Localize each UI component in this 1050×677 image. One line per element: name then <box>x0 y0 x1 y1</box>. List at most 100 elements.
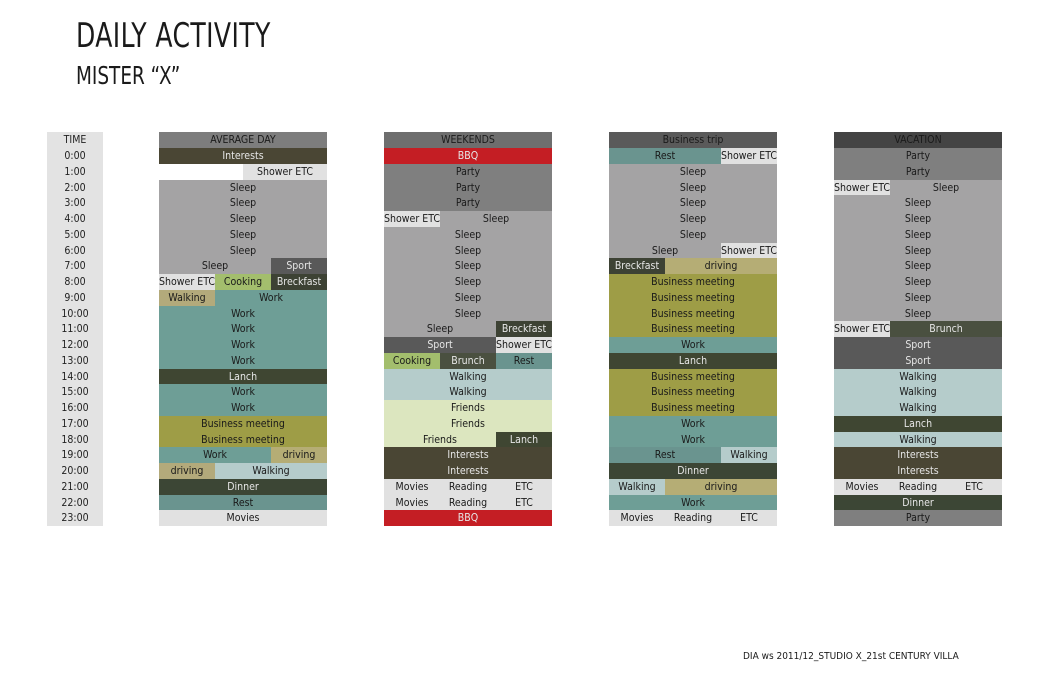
activity-cell: Walking <box>834 368 1002 385</box>
activity-cell: Sport <box>834 352 1002 369</box>
activity-cell: Interests <box>384 463 552 479</box>
activity-cell: Sleep <box>159 242 327 259</box>
activity-cell: Cooking <box>215 274 271 290</box>
time-label: 1:00 <box>64 165 86 178</box>
activity-cell: Sport <box>384 337 496 353</box>
activity-cell: Business meeting <box>609 384 777 401</box>
activity-cell: Sleep <box>384 242 552 259</box>
activity-cell: Shower ETC <box>834 321 890 338</box>
activity-cell: Walking <box>159 289 215 306</box>
activity-cell: Breckfast <box>496 321 552 338</box>
activity-cell: Rest <box>609 148 721 164</box>
activity-cell: Sleep <box>159 226 327 243</box>
activity-cell: driving <box>159 463 215 479</box>
time-column <box>47 132 103 526</box>
activity-cell: Movies <box>159 510 327 527</box>
time-label: 4:00 <box>64 213 86 225</box>
activity-cell: Sleep <box>834 195 1002 212</box>
activity-cell: BBQ <box>384 148 552 164</box>
activity-cell: Walking <box>834 384 1002 401</box>
footer-credit: DIA ws 2011/12_STUDIO X_21st CENTURY VIL… <box>743 651 959 662</box>
activity-cell: Sport <box>834 337 1002 353</box>
activity-cell: Sleep <box>384 226 552 243</box>
time-header: TIME <box>63 134 87 146</box>
activity-cell: Sleep <box>834 258 1002 275</box>
activity-cell: Sleep <box>159 211 327 227</box>
time-label: 6:00 <box>64 244 86 257</box>
activity-cell: Dinner <box>834 494 1002 511</box>
activity-cell: Rest <box>609 447 721 464</box>
activity-cell: Party <box>834 163 1002 180</box>
activity-cell: Reading <box>665 510 721 527</box>
activity-cell: Work <box>159 384 327 401</box>
time-label: 2:00 <box>64 181 86 194</box>
activity-cell: Sport <box>271 258 327 275</box>
activity-cell: Sleep <box>609 226 777 243</box>
activity-cell: Movies <box>834 478 890 495</box>
activity-cell: Sleep <box>834 242 1002 259</box>
activity-cell: Work <box>159 400 327 416</box>
activity-cell: driving <box>271 447 327 464</box>
activity-cell: Lanch <box>834 415 1002 432</box>
time-label: 21:00 <box>61 480 89 493</box>
activity-cell: Reading <box>440 478 496 495</box>
activity-cell: Sleep <box>609 179 777 196</box>
activity-cell: Sleep <box>384 258 552 275</box>
activity-cell: Interests <box>834 447 1002 464</box>
activity-cell: Rest <box>496 352 552 369</box>
activity-cell: Interests <box>384 447 552 464</box>
activity-cell: Dinner <box>159 478 327 495</box>
activity-cell: Work <box>609 431 777 448</box>
activity-cell: Work <box>609 494 777 511</box>
column-header: Business trip <box>609 132 777 148</box>
activity-cell: Brunch <box>440 352 496 369</box>
activity-cell: Walking <box>721 447 777 464</box>
activity-cell: ETC <box>496 478 552 495</box>
activity-cell: Party <box>834 510 1002 527</box>
time-label: 11:00 <box>61 323 89 336</box>
time-label: 9:00 <box>64 291 86 304</box>
page-subtitle: MISTER “X” <box>76 61 181 90</box>
activity-cell: Walking <box>384 368 552 385</box>
activity-cell: Party <box>384 179 552 196</box>
activity-cell: Sleep <box>384 274 552 290</box>
activity-cell: Sleep <box>440 211 552 227</box>
activity-cell: Brunch <box>890 321 1002 338</box>
activity-cell: Lanch <box>609 352 777 369</box>
activity-cell: Interests <box>834 463 1002 479</box>
column-header: VACATION <box>834 132 1002 148</box>
activity-cell: Shower ETC <box>159 274 215 290</box>
activity-cell: Lanch <box>496 431 552 448</box>
activity-cell: Work <box>159 447 271 464</box>
activity-cell: Business meeting <box>609 400 777 416</box>
time-label: 7:00 <box>64 260 86 273</box>
time-label: 20:00 <box>61 465 89 477</box>
activity-cell: Movies <box>384 494 440 511</box>
activity-cell: Walking <box>834 431 1002 448</box>
activity-cell: Shower ETC <box>243 163 327 180</box>
activity-cell: Sleep <box>384 305 552 322</box>
time-label: 16:00 <box>61 402 89 414</box>
activity-cell: Business meeting <box>609 321 777 338</box>
activity-cell: Interests <box>159 148 327 164</box>
activity-cell: ETC <box>496 494 552 511</box>
time-label: 14:00 <box>61 370 89 383</box>
activity-cell: Sleep <box>609 195 777 212</box>
column-header: WEEKENDS <box>384 132 552 148</box>
activity-cell: driving <box>665 258 777 275</box>
activity-cell: BBQ <box>384 510 552 527</box>
activity-cell: Sleep <box>834 305 1002 322</box>
time-label: 22:00 <box>61 496 89 509</box>
activity-cell: Walking <box>215 463 327 479</box>
activity-cell: Lanch <box>159 368 327 385</box>
activity-cell: Sleep <box>834 211 1002 227</box>
activity-cell: Shower ETC <box>384 211 440 227</box>
activity-cell: Walking <box>384 384 552 401</box>
activity-cell: Reading <box>440 494 496 511</box>
activity-cell: Friends <box>384 400 552 416</box>
activity-cell: Shower ETC <box>721 242 777 259</box>
activity-cell: ETC <box>946 478 1002 495</box>
activity-cell: Party <box>384 163 552 180</box>
activity-cell: Sleep <box>609 242 721 259</box>
activity-cell: Sleep <box>159 195 327 212</box>
